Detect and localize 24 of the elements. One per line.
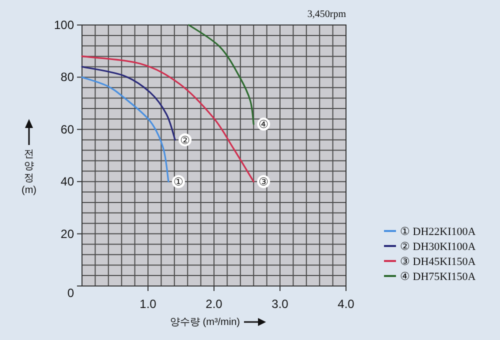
line-series	[81, 66, 176, 141]
x-tick-label: 2.0	[206, 297, 223, 311]
annotation: ①	[174, 176, 184, 189]
y-tick-label: 20	[60, 226, 74, 241]
y-tick-label: 40	[60, 174, 74, 189]
text: 3,450rpm	[307, 9, 346, 20]
annotation: ③	[258, 176, 269, 189]
legend-label: ③ DH45KI150A	[400, 256, 476, 268]
annotation: ②	[180, 134, 190, 147]
x-tick-label: 4.0	[338, 297, 355, 311]
y-tick-label: 0	[67, 286, 74, 300]
legend-label: ① DH22KI100A	[400, 226, 476, 238]
x-axis-title: 양수량 (m³/min)	[170, 317, 240, 328]
y-tick-label: 100	[54, 18, 74, 32]
line-series	[81, 76, 170, 182]
annotation: ④	[258, 118, 269, 132]
y-tick-label: 60	[60, 122, 74, 136]
line-series	[188, 24, 254, 125]
x-tick-label: 1.0	[140, 297, 157, 311]
legend-label: ④ DH75KI150A	[400, 271, 476, 283]
y-tick-label: 80	[60, 70, 74, 84]
x-tick-label: 3.0	[272, 297, 289, 311]
y-axis-title: 전양정 (m)	[22, 149, 36, 196]
legend-label: ② DH30KI100A	[400, 241, 476, 253]
